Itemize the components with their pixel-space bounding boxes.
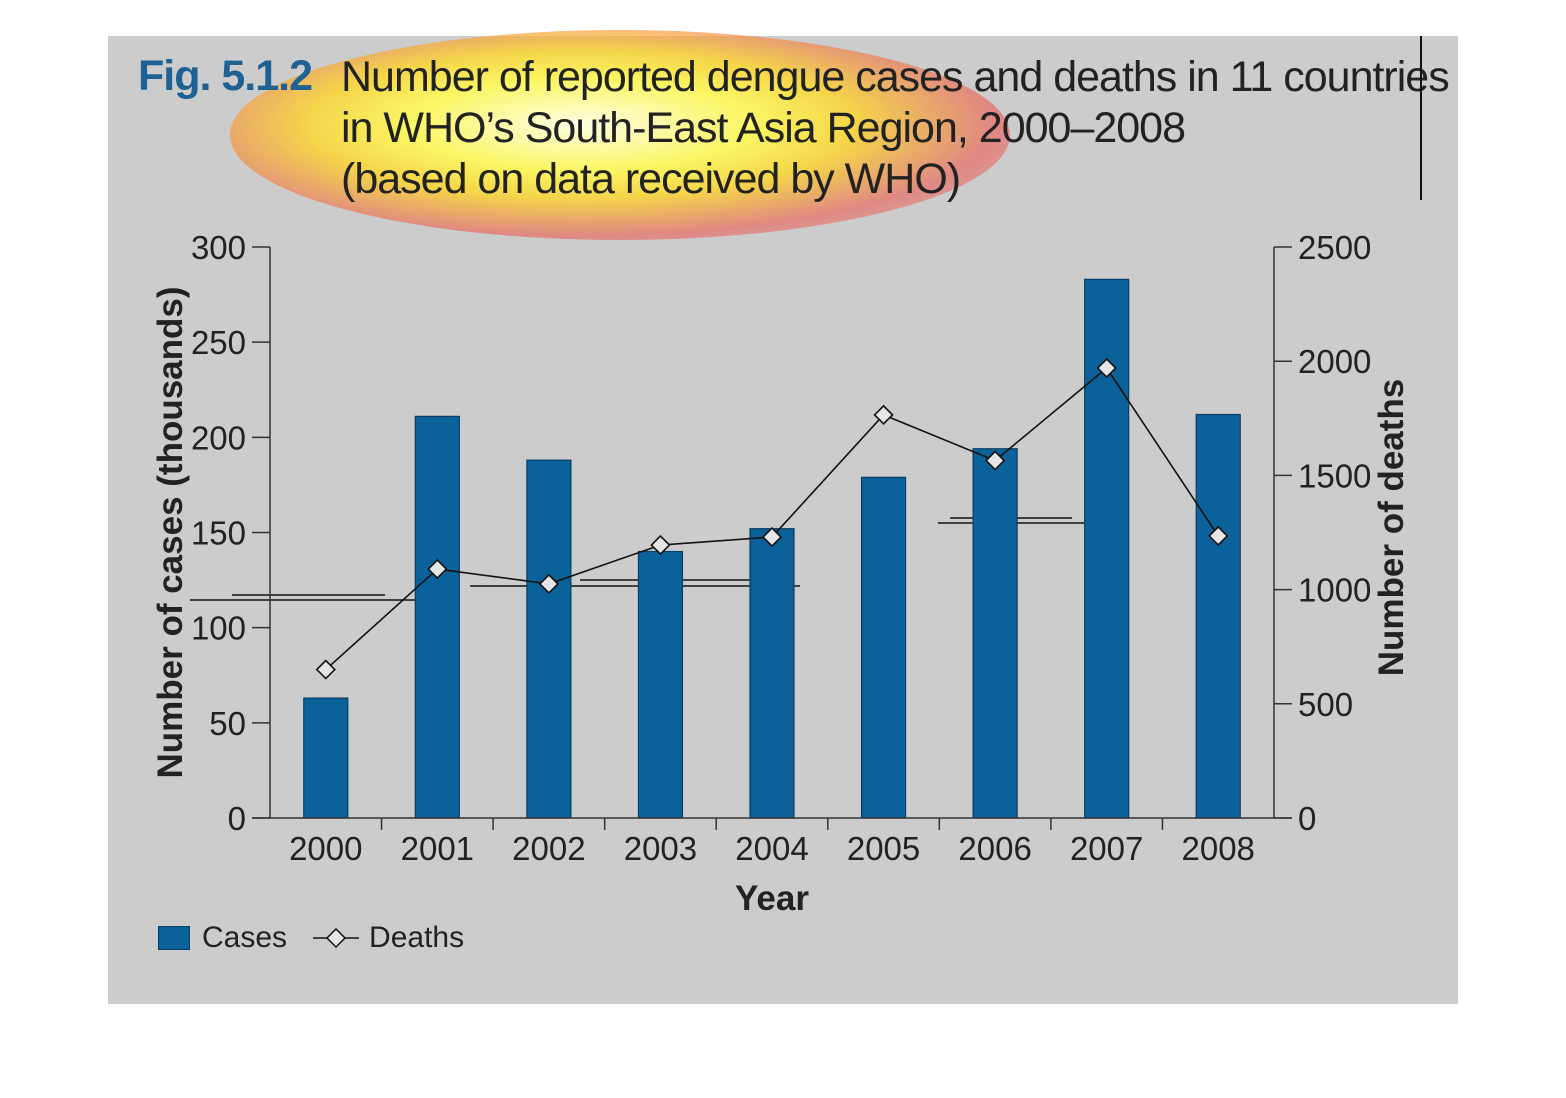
deaths-marker <box>873 404 894 426</box>
legend-deaths-marker <box>313 927 360 949</box>
right-y-tick-label: 2500 <box>1298 229 1371 266</box>
right-y-tick-label: 500 <box>1298 686 1353 723</box>
cases-bar <box>303 697 349 819</box>
x-tick-label: 2005 <box>847 830 920 867</box>
x-axis-title: Year <box>735 879 809 918</box>
left-y-tick-label: 100 <box>191 610 246 647</box>
legend-cases-label: Cases <box>202 921 288 954</box>
figure-label: Fig. 5.1.2 <box>138 52 313 100</box>
figure-title: Number of reported dengue cases and deat… <box>341 52 1450 205</box>
deaths-marker <box>650 534 671 556</box>
deaths-series <box>315 357 1229 680</box>
deaths-marker <box>984 450 1006 471</box>
deaths-marker <box>427 558 448 580</box>
cases-bar <box>1195 413 1241 819</box>
right-y-tick-label: 0 <box>1298 800 1316 837</box>
figure-title-line-2: in WHO’s South-East Asia Region, 2000–20… <box>341 104 1186 152</box>
figure-title-line-3: (based on data received by WHO) <box>341 155 961 203</box>
right-y-tick-label: 2000 <box>1298 343 1371 380</box>
axes: 0 50 100 150 200 250 300 0 500 1000 1500 2000 2500 20… <box>191 229 1371 867</box>
left-y-tick-label: 50 <box>209 705 246 742</box>
cases-bar <box>860 476 907 819</box>
x-tick-label: 2003 <box>624 830 697 867</box>
x-tick-label: 2006 <box>958 830 1031 867</box>
title-rule <box>1420 36 1422 200</box>
deaths-marker <box>315 659 336 680</box>
right-y-axis-title: Number of deaths <box>1372 379 1411 677</box>
cases-bar <box>526 459 572 819</box>
deaths-marker <box>1208 525 1229 547</box>
legend: Cases Deaths <box>158 918 464 958</box>
deaths-marker <box>1096 357 1117 379</box>
cases-bar <box>749 528 795 819</box>
figure-title-line-1: Number of reported dengue cases and deat… <box>341 53 1450 101</box>
x-tick-label: 2008 <box>1182 830 1255 867</box>
left-y-tick-label: 150 <box>191 515 246 552</box>
x-tick-label: 2007 <box>1070 830 1143 867</box>
right-y-tick-label: 1500 <box>1298 457 1371 494</box>
legend-deaths-label: Deaths <box>369 921 465 954</box>
cases-bar <box>637 550 684 819</box>
left-y-tick-label: 300 <box>191 229 246 266</box>
left-y-tick-label: 250 <box>191 324 246 361</box>
deaths-marker <box>761 526 783 548</box>
x-tick-label: 2000 <box>289 830 362 867</box>
x-tick-label: 2002 <box>512 830 585 867</box>
x-tick-label: 2001 <box>401 830 474 867</box>
x-tick-label: 2004 <box>735 830 808 867</box>
cases-bar <box>414 415 460 819</box>
cases-bars <box>303 278 1241 819</box>
left-y-axis-title: Number of cases (thousands) <box>151 286 190 778</box>
legend-cases-swatch <box>158 926 190 950</box>
left-y-tick-label: 0 <box>228 800 246 837</box>
cases-bar <box>972 448 1018 819</box>
deaths-marker <box>538 573 560 595</box>
left-y-tick-label: 200 <box>191 419 246 456</box>
right-y-tick-label: 1000 <box>1298 572 1371 609</box>
